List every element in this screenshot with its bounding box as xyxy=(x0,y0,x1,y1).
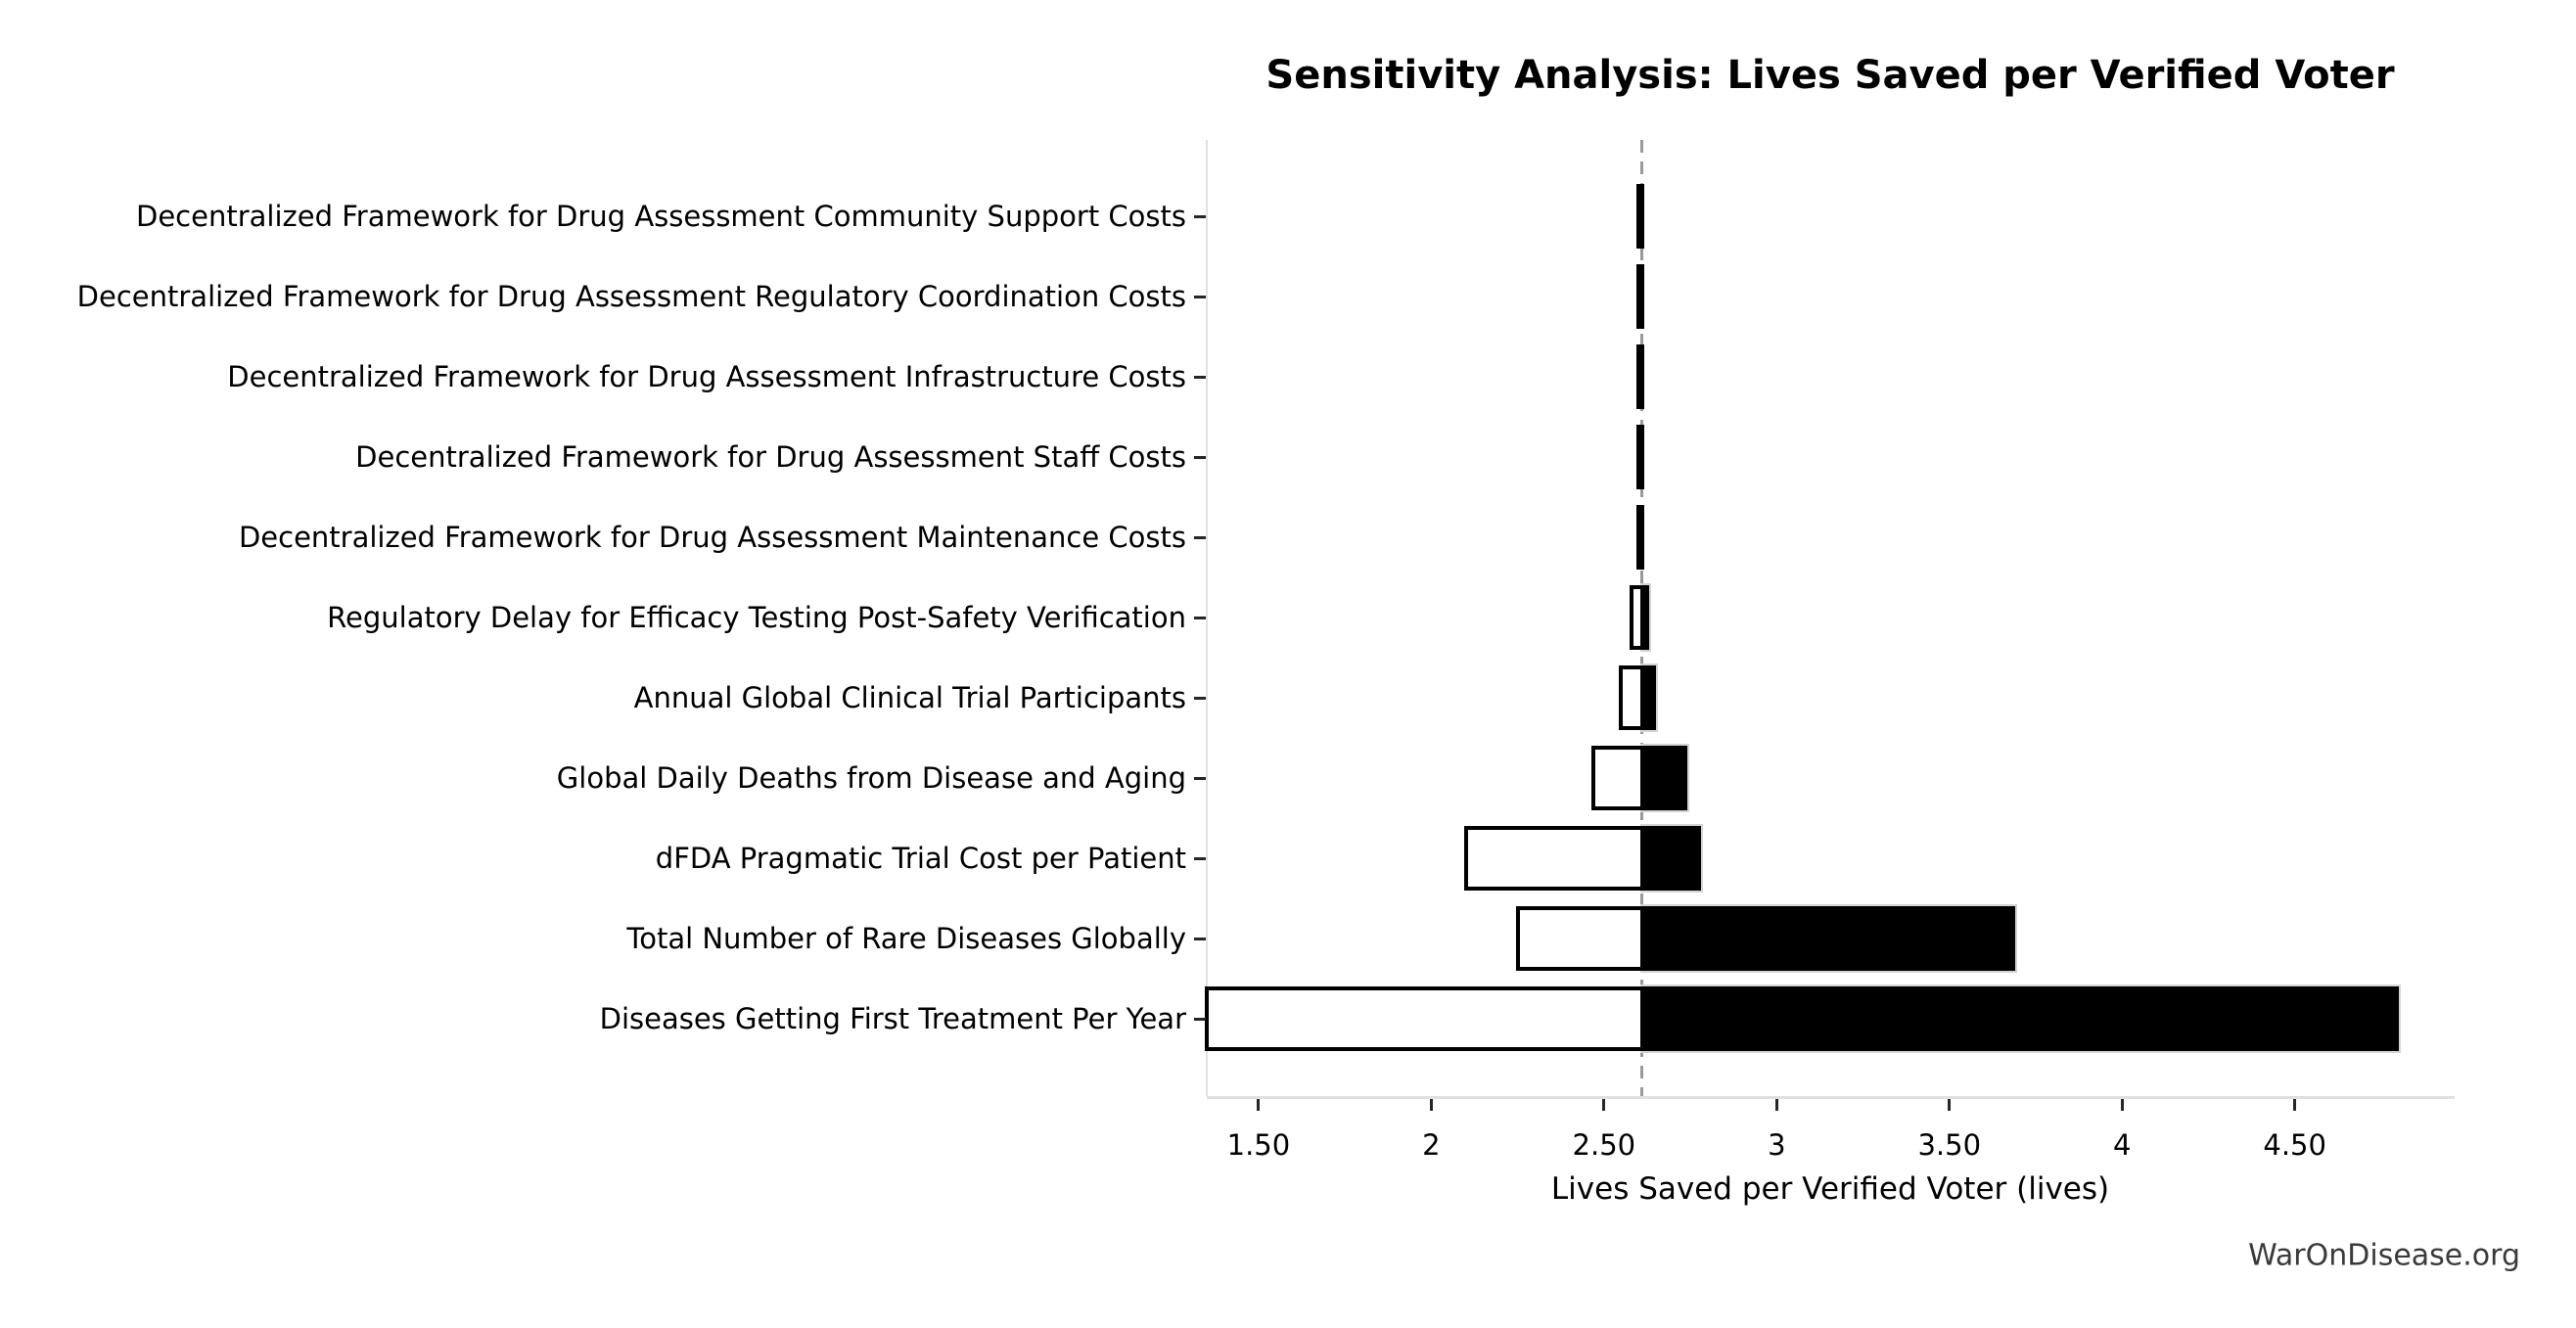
category-label: Diseases Getting First Treatment Per Yea… xyxy=(599,1002,1186,1035)
x-tick-mark xyxy=(1429,1099,1433,1111)
watermark: WarOnDisease.org xyxy=(2248,1238,2520,1273)
category-label: Decentralized Framework for Drug Assessm… xyxy=(136,200,1186,233)
bar-low-segment xyxy=(1205,986,1644,1051)
bar-high-segment xyxy=(1641,906,2015,971)
bar-low-segment xyxy=(1463,826,1644,891)
y-axis-spine xyxy=(1206,140,1208,1096)
x-tick-label: 4 xyxy=(2112,1128,2132,1162)
category-label: Global Daily Deaths from Disease and Agi… xyxy=(556,761,1186,795)
category-label: Decentralized Framework for Drug Assessm… xyxy=(227,360,1186,393)
x-axis-label: Lives Saved per Verified Voter (lives) xyxy=(1550,1171,2110,1207)
y-tick-mark xyxy=(1194,616,1206,619)
x-tick-mark xyxy=(1948,1099,1952,1111)
category-label: Total Number of Rare Diseases Globally xyxy=(626,922,1186,955)
category-label: Decentralized Framework for Drug Assessm… xyxy=(355,440,1186,474)
bar-low-segment xyxy=(1636,344,1645,409)
x-tick-label: 3.50 xyxy=(1917,1128,1982,1162)
x-tick-mark xyxy=(1774,1099,1778,1111)
y-tick-mark xyxy=(1194,696,1206,700)
x-tick-mark xyxy=(2120,1099,2124,1111)
category-label: Regulatory Delay for Efficacy Testing Po… xyxy=(327,601,1186,634)
y-tick-mark xyxy=(1194,535,1206,539)
x-tick-label: 3 xyxy=(1768,1128,1786,1162)
chart-title: Sensitivity Analysis: Lives Saved per Ve… xyxy=(1265,53,2395,98)
x-tick-label: 1.50 xyxy=(1226,1128,1291,1162)
y-tick-mark xyxy=(1194,455,1206,459)
x-axis-spine xyxy=(1207,1096,2455,1099)
bar-low-segment xyxy=(1636,184,1645,249)
y-tick-mark xyxy=(1194,214,1206,218)
y-tick-mark xyxy=(1194,1017,1206,1021)
y-tick-mark xyxy=(1194,295,1206,298)
bar-high-segment xyxy=(1641,986,2399,1051)
y-tick-mark xyxy=(1194,856,1206,860)
bar-high-segment xyxy=(1641,665,1656,730)
x-tick-label: 4.50 xyxy=(2263,1128,2326,1162)
category-label: Annual Global Clinical Trial Participant… xyxy=(633,681,1186,714)
bar-high-segment xyxy=(1641,746,1687,810)
y-tick-mark xyxy=(1194,776,1206,780)
bar-low-segment xyxy=(1636,264,1645,329)
category-label: Decentralized Framework for Drug Assessm… xyxy=(238,521,1186,554)
bar-low-segment xyxy=(1636,425,1645,489)
bar-low-segment xyxy=(1619,665,1644,730)
x-tick-label: 2.50 xyxy=(1572,1128,1636,1162)
x-tick-mark xyxy=(2293,1099,2297,1111)
y-tick-mark xyxy=(1194,375,1206,379)
bar-low-segment xyxy=(1630,585,1644,650)
bar-low-segment xyxy=(1515,906,1644,971)
x-tick-mark xyxy=(1257,1099,1261,1111)
bar-high-segment xyxy=(1641,826,1701,891)
x-tick-label: 2 xyxy=(1422,1128,1441,1162)
bar-high-segment xyxy=(1641,585,1649,650)
bar-low-segment xyxy=(1591,746,1644,810)
bar-low-segment xyxy=(1636,505,1645,570)
category-label: dFDA Pragmatic Trial Cost per Patient xyxy=(655,842,1186,875)
y-tick-mark xyxy=(1194,937,1206,940)
category-label: Decentralized Framework for Drug Assessm… xyxy=(76,280,1186,313)
x-tick-mark xyxy=(1602,1099,1606,1111)
